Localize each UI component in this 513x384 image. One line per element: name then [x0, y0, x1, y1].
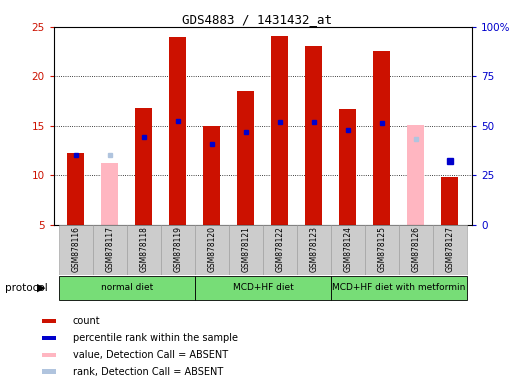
Bar — [161, 225, 195, 275]
Text: GSM878117: GSM878117 — [106, 226, 114, 272]
FancyBboxPatch shape — [195, 276, 331, 300]
Bar — [102, 163, 119, 225]
Text: GSM878126: GSM878126 — [411, 226, 420, 272]
Bar — [169, 37, 186, 225]
Text: MCD+HF diet with metformin: MCD+HF diet with metformin — [332, 283, 466, 292]
Bar — [68, 154, 85, 225]
Text: GSM878120: GSM878120 — [207, 226, 216, 272]
Bar — [331, 225, 365, 275]
Text: value, Detection Call = ABSENT: value, Detection Call = ABSENT — [73, 350, 228, 360]
Text: percentile rank within the sample: percentile rank within the sample — [73, 333, 238, 343]
Text: protocol: protocol — [5, 283, 48, 293]
Bar — [135, 108, 152, 225]
Text: GSM878127: GSM878127 — [445, 226, 455, 272]
FancyBboxPatch shape — [331, 276, 467, 300]
Bar — [340, 109, 357, 225]
Text: normal diet: normal diet — [101, 283, 153, 292]
Bar — [42, 369, 56, 374]
Bar — [399, 225, 433, 275]
Bar — [365, 225, 399, 275]
Bar — [373, 51, 390, 225]
Bar — [407, 125, 424, 225]
Bar — [297, 225, 331, 275]
Text: ▶: ▶ — [37, 283, 46, 293]
Text: count: count — [73, 316, 100, 326]
Text: GSM878122: GSM878122 — [275, 226, 284, 272]
Bar — [42, 336, 56, 340]
Bar — [263, 225, 297, 275]
Text: GDS4883 / 1431432_at: GDS4883 / 1431432_at — [182, 13, 331, 26]
Bar — [305, 46, 322, 225]
Bar — [42, 353, 56, 357]
Bar — [195, 225, 229, 275]
Bar — [238, 91, 254, 225]
Text: GSM878123: GSM878123 — [309, 226, 319, 272]
Bar — [441, 177, 458, 225]
Text: GSM878121: GSM878121 — [242, 226, 250, 272]
Bar — [271, 36, 288, 225]
Text: GSM878124: GSM878124 — [343, 226, 352, 272]
Text: rank, Detection Call = ABSENT: rank, Detection Call = ABSENT — [73, 367, 223, 377]
Bar — [93, 225, 127, 275]
FancyBboxPatch shape — [59, 276, 195, 300]
Bar — [433, 225, 467, 275]
Bar — [204, 126, 221, 225]
Bar — [59, 225, 93, 275]
Text: GSM878125: GSM878125 — [378, 226, 386, 272]
Text: MCD+HF diet: MCD+HF diet — [232, 283, 293, 292]
Text: GSM878118: GSM878118 — [140, 226, 148, 272]
Bar — [127, 225, 161, 275]
Bar — [229, 225, 263, 275]
Bar — [42, 319, 56, 323]
Text: GSM878119: GSM878119 — [173, 226, 183, 272]
Text: GSM878116: GSM878116 — [71, 226, 81, 272]
